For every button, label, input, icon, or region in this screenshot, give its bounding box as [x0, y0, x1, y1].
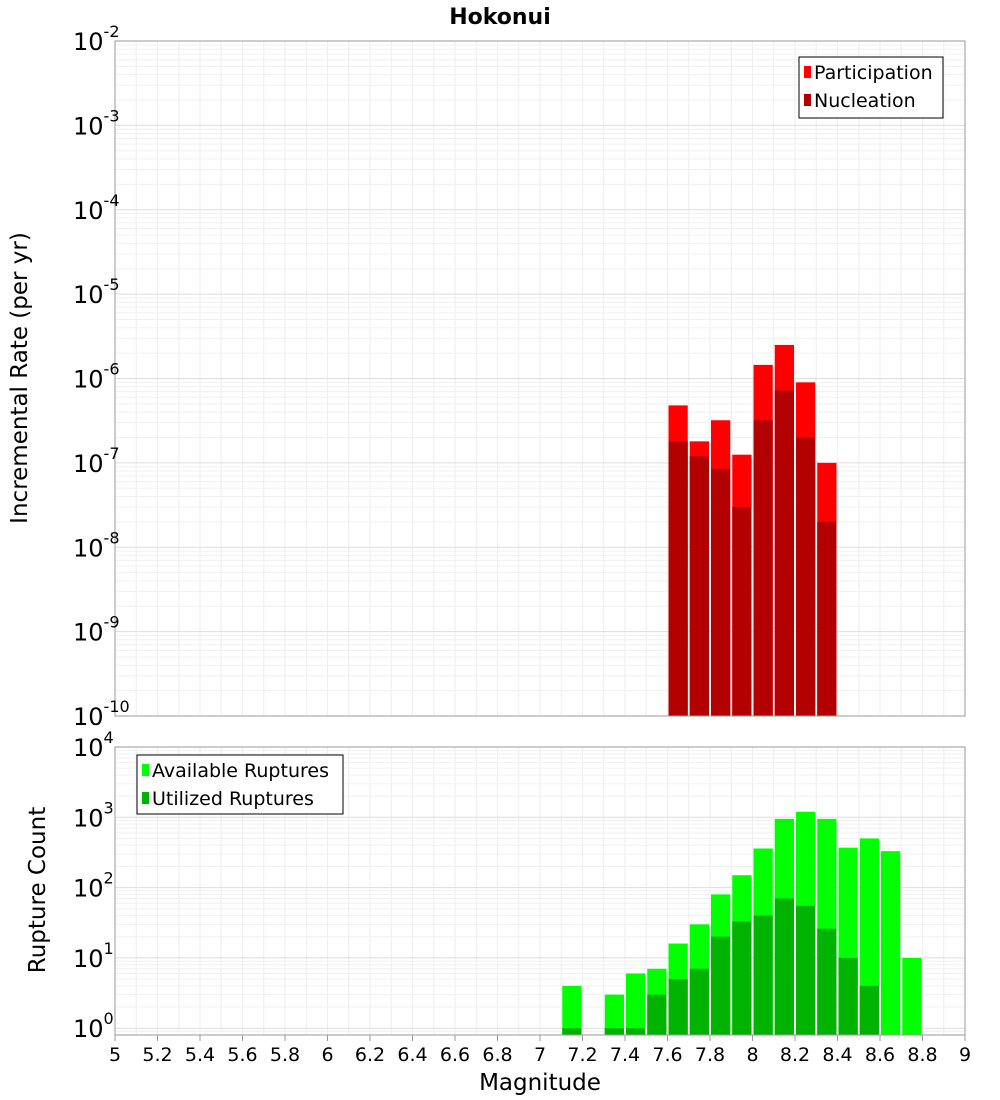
y-tick-label: 10-3	[73, 106, 120, 140]
x-tick-label: 6	[321, 1044, 333, 1066]
y-tick-label: 103	[73, 798, 114, 832]
bar-secondary	[626, 1028, 646, 1035]
bar-secondary	[732, 506, 752, 716]
y-tick-label: 101	[73, 939, 114, 973]
y-tick-label: 10-5	[73, 275, 120, 309]
bar-secondary	[774, 390, 794, 716]
legend-swatch	[142, 764, 149, 776]
x-tick-label: 7.4	[610, 1044, 640, 1066]
bar-secondary	[711, 468, 731, 716]
x-tick-label: 8	[746, 1044, 758, 1066]
legend-box	[136, 754, 344, 815]
y-tick-label: 10-6	[73, 360, 120, 394]
x-tick-label: 5.4	[185, 1044, 215, 1066]
legend-label: Nucleation	[814, 90, 916, 112]
x-tick-label: 7.6	[652, 1044, 682, 1066]
legend-swatch	[804, 94, 811, 106]
bar-secondary	[562, 1028, 582, 1035]
bottom-y-axis-label: Rupture Count	[25, 807, 51, 973]
legend: Available Ruptures Utilized Ruptures	[136, 754, 344, 815]
bar-secondary	[668, 441, 688, 716]
bottom-plot: 104 103 102 101 100 Available Ruptures Utilize…	[73, 728, 971, 1066]
y-tick-label: 102	[73, 869, 114, 903]
bars	[668, 344, 837, 716]
y-tick-label: 10-7	[73, 444, 120, 478]
y-tick-label: 10-2	[73, 22, 120, 56]
x-tick-label: 7.2	[567, 1044, 597, 1066]
bar-secondary	[859, 985, 879, 1035]
bar-secondary	[753, 420, 773, 716]
bar-secondary	[838, 957, 858, 1035]
bar-primary	[626, 973, 646, 1035]
bar-secondary	[689, 968, 709, 1035]
bar-secondary	[817, 928, 837, 1035]
x-tick-label: 8.8	[907, 1044, 937, 1066]
bar-secondary	[817, 521, 837, 716]
legend-swatch	[142, 792, 149, 804]
legend: Participation Nucleation	[798, 56, 944, 119]
x-tick-label: 8.4	[822, 1044, 852, 1066]
x-tick-label: 9	[959, 1044, 971, 1066]
bar-secondary	[753, 915, 773, 1035]
x-tick-label: 5.8	[270, 1044, 300, 1066]
bar-secondary	[796, 437, 816, 716]
bar-secondary	[604, 1028, 624, 1035]
bar-secondary	[647, 994, 667, 1035]
bar-secondary	[774, 898, 794, 1035]
top-y-axis-label: Incremental Rate (per yr)	[7, 232, 33, 524]
x-tick-label: 7	[534, 1044, 546, 1066]
top-plot: 10-2 10-3 10-4 10-5 10-6 10-7 10-8 10-9 10-10 Par…	[73, 22, 966, 731]
bar-primary	[604, 994, 624, 1035]
y-tick-label: 10-10	[73, 697, 130, 731]
legend-box	[798, 56, 944, 119]
y-tick-label: 10-4	[73, 191, 120, 225]
x-tick-label: 5.2	[142, 1044, 172, 1066]
y-tick-label: 10-9	[73, 613, 120, 647]
bar-secondary	[796, 905, 816, 1035]
bar-secondary	[689, 456, 709, 716]
x-tick-label: 6.8	[482, 1044, 512, 1066]
bar-secondary	[711, 936, 731, 1035]
legend-swatch	[804, 66, 811, 78]
grid	[114, 41, 966, 717]
x-axis-label: Magnitude	[479, 1070, 601, 1096]
x-tick-label: 7.8	[695, 1044, 725, 1066]
x-tick-label: 5.6	[227, 1044, 257, 1066]
bar-primary	[902, 957, 922, 1035]
x-tick-label: 8.2	[780, 1044, 810, 1066]
y-tick-label: 10-8	[73, 528, 120, 562]
chart-title: Hokonui	[449, 5, 551, 30]
x-tick-label: 6.6	[440, 1044, 470, 1066]
legend-label: Participation	[814, 62, 933, 84]
bar-secondary	[732, 921, 752, 1035]
x-tick-label: 6.4	[397, 1044, 427, 1066]
bars	[562, 811, 922, 1035]
legend-label: Available Ruptures	[152, 760, 329, 782]
x-tick-label: 8.6	[865, 1044, 895, 1066]
x-tick-label: 6.2	[355, 1044, 385, 1066]
bar-secondary	[668, 979, 688, 1035]
y-tick-label: 100	[73, 1009, 114, 1043]
plot-frame	[114, 40, 966, 717]
bar-primary	[881, 851, 901, 1035]
x-tick-label: 5	[109, 1044, 121, 1066]
bar-primary	[562, 985, 582, 1035]
legend-label: Utilized Ruptures	[152, 788, 314, 810]
y-tick-label: 104	[73, 728, 114, 762]
